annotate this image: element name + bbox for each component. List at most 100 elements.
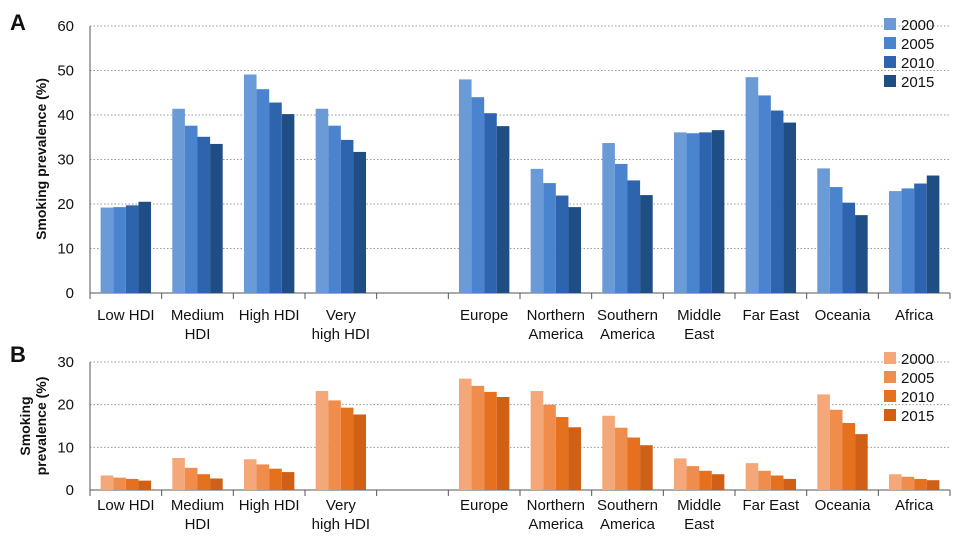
bar-2000 — [172, 108, 185, 294]
bar-2015 — [711, 474, 725, 490]
y-axis-label: Smoking prevalence (%) — [33, 78, 49, 240]
bar-2015 — [138, 480, 152, 490]
bar-2010 — [842, 202, 856, 293]
y-tick-label: 60 — [57, 18, 74, 35]
y-tick-label: 10 — [57, 241, 74, 258]
x-tick-label: High HDI — [239, 497, 300, 514]
y-tick-label: 0 — [66, 482, 74, 499]
bar-2010 — [125, 205, 139, 293]
bar-2000 — [172, 458, 185, 490]
legend-swatch — [884, 37, 896, 49]
bar-2010 — [484, 113, 497, 293]
bar-2010 — [699, 132, 712, 293]
bar-2015 — [855, 215, 868, 293]
bar-2005 — [256, 464, 270, 490]
bar-2015 — [711, 130, 725, 293]
bar-2005 — [614, 427, 628, 490]
bar-2000 — [817, 168, 830, 293]
bar-2015 — [281, 114, 295, 293]
y-tick-label: 10 — [57, 439, 74, 456]
x-tick-label: Africa — [895, 307, 934, 324]
legend-swatch — [884, 18, 896, 30]
bar-2000 — [530, 391, 544, 490]
y-tick-label: 40 — [57, 107, 74, 124]
bar-2000 — [673, 458, 687, 490]
bar-2005 — [686, 133, 700, 293]
bar-2010 — [627, 180, 641, 293]
x-tick-label: Medium HDI — [171, 307, 224, 343]
legend-label: 2015 — [901, 408, 934, 425]
legend-label: 2005 — [901, 370, 934, 387]
panel-a: 0 10 20 30 40 50 60 Low HDI Medium HDI High HDI Ver… — [10, 10, 951, 343]
bar-2015 — [783, 122, 797, 293]
bar-2005 — [901, 476, 915, 490]
bar-2005 — [184, 125, 198, 294]
bar-2000 — [243, 74, 257, 293]
x-tick-label: Far East — [742, 497, 800, 514]
bar-2000 — [458, 378, 472, 490]
bar-2000 — [243, 459, 257, 490]
x-tick-label: Low HDI — [97, 497, 155, 514]
bar-2000 — [100, 207, 114, 293]
bar-2010 — [340, 139, 354, 293]
bar-2000 — [817, 394, 830, 490]
bar-2010 — [627, 437, 641, 490]
bar-2000 — [530, 168, 544, 293]
bar-2005 — [471, 385, 485, 490]
x-tick-label: Africa — [895, 497, 934, 514]
panel-label: B — [10, 342, 26, 367]
bar-2000 — [888, 474, 902, 490]
bar-2005 — [471, 97, 485, 293]
legend-label: 2005 — [901, 36, 934, 53]
legend-swatch — [884, 409, 896, 421]
x-tick-label: Southern America — [597, 497, 658, 533]
legend-swatch — [884, 390, 896, 402]
bar-2015 — [138, 201, 152, 293]
bar-2000 — [888, 191, 902, 293]
bar-2005 — [328, 125, 341, 294]
bar-2000 — [315, 108, 329, 294]
x-tick-label: Very high HDI — [312, 497, 370, 533]
y-tick-label: 20 — [57, 397, 74, 414]
x-tick-label: Medium HDI — [171, 497, 224, 533]
bar-2015 — [281, 472, 295, 490]
bar-2005 — [758, 95, 771, 293]
bar-2015 — [568, 207, 582, 293]
y-axis-label: Smokingprevalence (%) — [17, 377, 49, 476]
bar-2005 — [829, 409, 843, 490]
legend-label: 2000 — [901, 351, 934, 368]
legend-swatch — [884, 371, 896, 383]
x-tick-label: Northern America — [527, 307, 585, 343]
bar-2010 — [197, 474, 211, 490]
bar-2010 — [484, 391, 497, 490]
bar-2010 — [555, 417, 569, 490]
bar-2005 — [543, 404, 556, 490]
bar-2015 — [496, 396, 510, 490]
bar-2005 — [901, 188, 915, 293]
x-tick-label: Europe — [460, 497, 508, 514]
legend-label: 2015 — [901, 74, 934, 91]
bar-2015 — [568, 427, 582, 490]
bar-2010 — [914, 183, 927, 293]
y-tick-label: 30 — [57, 152, 74, 169]
x-tick-label: Oceania — [815, 307, 872, 324]
bar-2000 — [602, 415, 615, 490]
legend-label: 2010 — [901, 55, 934, 72]
bar-2010 — [770, 110, 784, 293]
bar-2015 — [855, 434, 868, 490]
bar-2015 — [640, 445, 653, 490]
x-tick-label: Northern America — [527, 497, 585, 533]
bar-2005 — [614, 163, 628, 293]
bar-2000 — [673, 132, 687, 293]
x-tick-label: Far East — [742, 307, 800, 324]
x-tick-label: Southern America — [597, 307, 658, 343]
bar-2015 — [210, 143, 223, 293]
bar-2000 — [315, 391, 329, 490]
x-tick-label: Very high HDI — [312, 307, 370, 343]
x-tick-label: Middle East — [677, 307, 721, 343]
bar-2015 — [926, 175, 940, 293]
y-tick-label: 20 — [57, 196, 74, 213]
bar-2010 — [914, 478, 927, 490]
bar-2005 — [758, 470, 771, 490]
bar-2010 — [555, 195, 569, 293]
